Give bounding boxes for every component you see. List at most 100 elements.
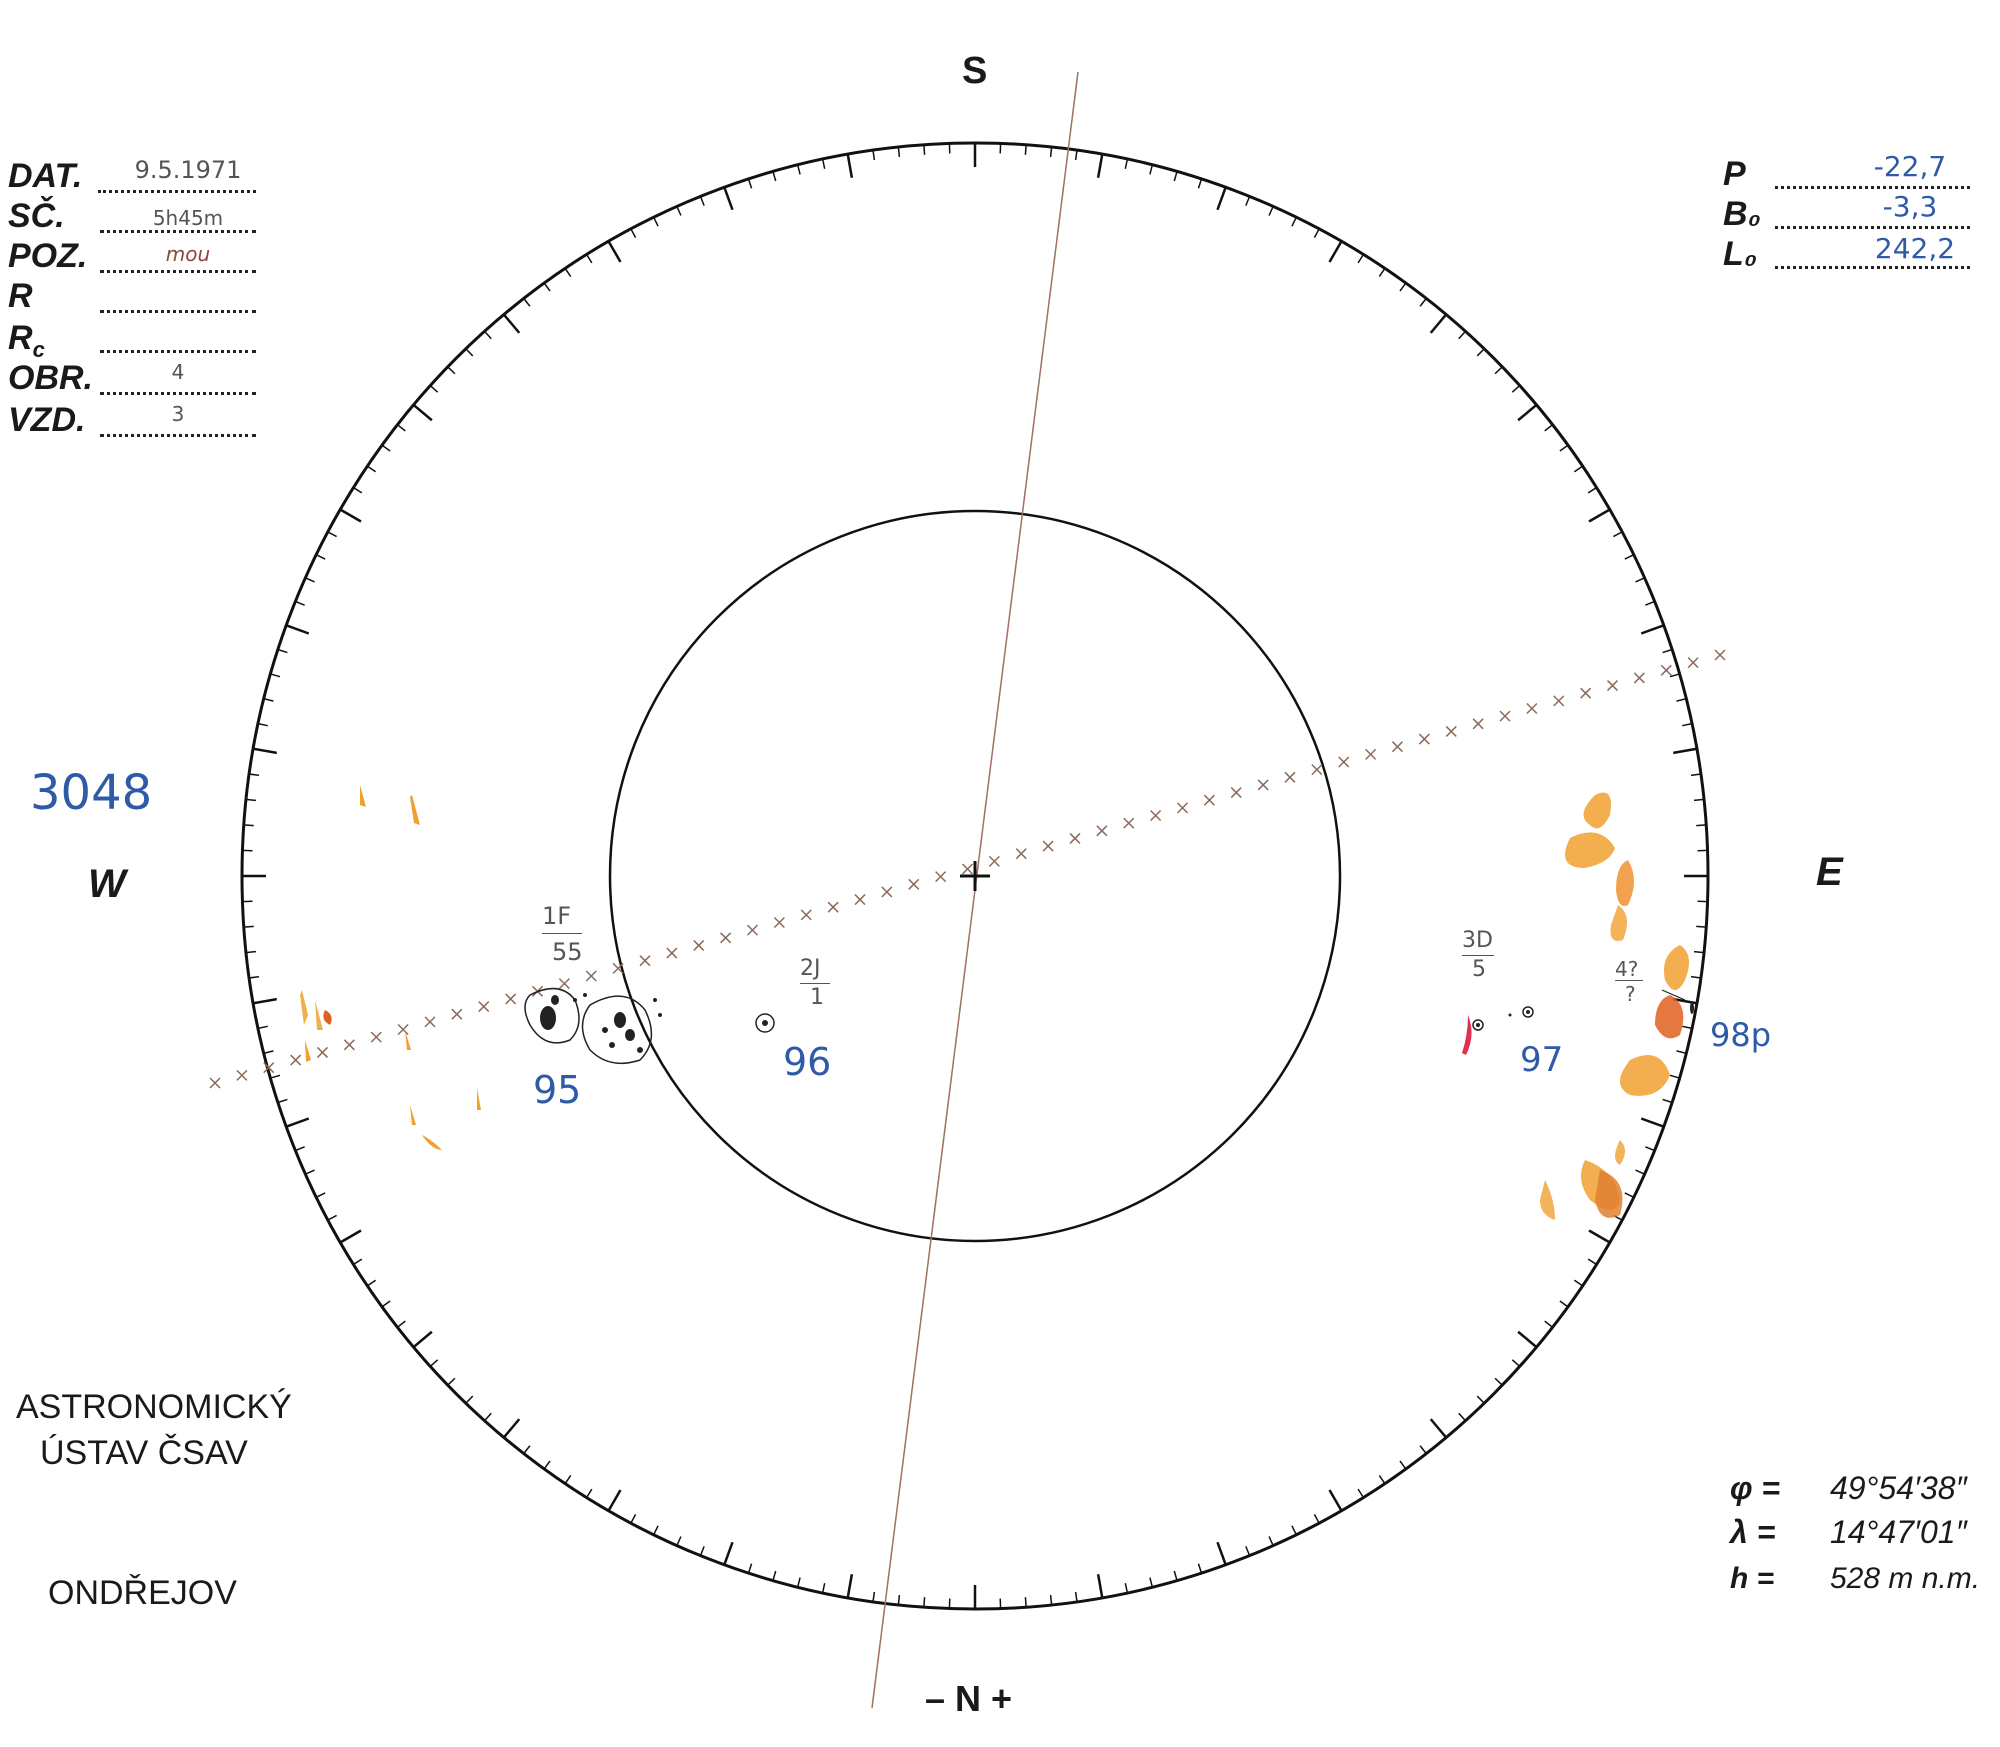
equator-cross	[693, 939, 705, 951]
minor-tick	[1696, 925, 1707, 928]
minor-tick	[366, 1279, 377, 1287]
institute-name-line1: ASTRONOMICKÝ	[16, 1388, 292, 1426]
equator-cross	[854, 894, 866, 906]
group-95-count: 55	[552, 938, 583, 966]
equator-cross	[961, 863, 974, 875]
minor-tick	[1662, 648, 1673, 654]
equator-cross	[639, 955, 651, 967]
minor-tick	[315, 1192, 326, 1199]
label-rc: Rc	[8, 319, 45, 362]
minor-tick	[1245, 1546, 1251, 1556]
minor-tick	[315, 553, 326, 560]
major-tick	[1517, 1330, 1538, 1349]
minor-tick	[1494, 1377, 1503, 1386]
minor-tick	[1149, 164, 1154, 175]
equator-cross	[585, 970, 597, 982]
minor-tick	[1268, 1536, 1274, 1546]
minor-tick	[1476, 348, 1485, 357]
group-97-number: 97	[1520, 1040, 1564, 1080]
minor-tick	[483, 330, 492, 340]
equator-cross	[263, 1062, 275, 1074]
equator-cross	[1606, 680, 1619, 692]
minor-tick	[772, 1570, 777, 1581]
minor-tick	[1476, 1395, 1485, 1404]
group-98p-number: 98p	[1710, 1016, 1772, 1054]
minor-tick	[1573, 465, 1584, 473]
equator-cross	[397, 1023, 409, 1036]
major-tick	[846, 153, 854, 178]
coord-longitude-symbol: λ =	[1730, 1514, 1776, 1550]
minor-tick	[872, 1591, 876, 1602]
major-tick	[285, 624, 310, 635]
minor-tick	[447, 1377, 456, 1386]
equator-cross	[1311, 764, 1323, 776]
minor-tick	[1049, 1594, 1053, 1606]
equator-cross	[1123, 817, 1135, 829]
value-vzd: 3	[171, 402, 185, 426]
minor-tick	[1399, 1460, 1407, 1470]
minor-tick	[1690, 975, 1701, 979]
major-tick	[252, 997, 277, 1005]
minor-tick	[897, 1594, 901, 1606]
coord-height-symbol: h =	[1730, 1562, 1775, 1595]
minor-tick	[1197, 1563, 1203, 1574]
equator-cross	[1338, 756, 1350, 768]
minor-tick	[747, 1563, 753, 1574]
equator-cross	[1445, 725, 1457, 737]
group-96-class: 2J	[800, 956, 821, 981]
limb-tick-marks	[242, 143, 1708, 1609]
minor-tick	[352, 486, 363, 494]
minor-tick	[923, 1597, 926, 1608]
major-tick	[1640, 624, 1665, 635]
equator-cross	[1150, 809, 1162, 822]
minor-tick	[1696, 824, 1707, 827]
equator-cross	[343, 1039, 355, 1051]
header-left-block: DAT. 9.5.1971 SČ. 5h45m POZ. mou R Rc OB…	[8, 150, 268, 450]
minor-tick	[1624, 553, 1635, 560]
equator-cross	[908, 878, 920, 890]
minor-tick	[1357, 253, 1365, 264]
label-b0: B₀	[1723, 195, 1761, 233]
minor-tick	[396, 1320, 406, 1328]
minor-tick	[1613, 531, 1623, 538]
minor-tick	[1074, 1591, 1078, 1602]
equator-cross	[935, 871, 947, 883]
equator-cross	[1015, 848, 1027, 860]
minor-tick	[652, 216, 659, 227]
group-98p-class: 4?	[1615, 957, 1639, 981]
minor-tick	[1399, 282, 1407, 292]
minor-tick	[652, 1525, 659, 1536]
minor-tick	[630, 228, 637, 238]
label-p: P	[1723, 155, 1746, 193]
major-tick	[1328, 1489, 1343, 1512]
sunspot-group-96	[755, 1013, 775, 1033]
equator-cross	[1284, 771, 1296, 783]
major-tick	[1640, 1117, 1665, 1128]
minor-tick	[352, 1258, 363, 1266]
minor-tick	[243, 925, 254, 928]
equator-cross	[1633, 672, 1645, 684]
faculae-west	[300, 785, 481, 1150]
minor-tick	[295, 1146, 305, 1152]
minor-tick	[543, 282, 551, 292]
direction-west: W	[88, 862, 126, 906]
minor-tick	[305, 1169, 315, 1175]
label-obr: OBR.	[8, 359, 93, 397]
minor-tick	[796, 1577, 801, 1588]
sunspot-group-97	[1462, 1006, 1534, 1055]
minor-tick	[1669, 673, 1680, 678]
equator-cross	[370, 1031, 382, 1043]
equator-cross	[773, 916, 785, 929]
major-tick	[1588, 508, 1611, 523]
minor-tick	[1676, 697, 1687, 702]
equator-cross	[1230, 787, 1242, 799]
equator-cross	[1069, 832, 1081, 844]
minor-tick	[699, 1546, 705, 1556]
minor-tick	[1573, 1279, 1584, 1287]
minor-tick	[1669, 1074, 1680, 1079]
major-tick	[723, 186, 734, 211]
observatory-coordinates: φ = 49°54′38″ λ = 14°47′01″ h = 528 m n.…	[1730, 1470, 1995, 1630]
major-tick	[339, 508, 362, 523]
minor-tick	[1378, 267, 1386, 278]
equator-cross	[1418, 733, 1430, 745]
